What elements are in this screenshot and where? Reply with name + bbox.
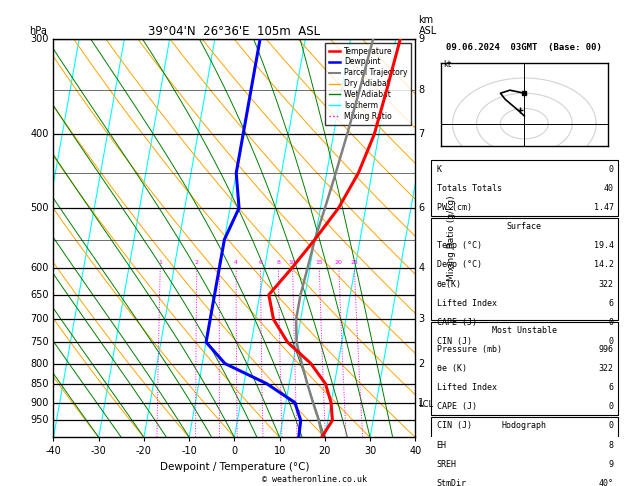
Text: Lifted Index: Lifted Index [437, 383, 497, 392]
Text: 750: 750 [30, 337, 49, 347]
Text: 0: 0 [609, 165, 614, 174]
Text: 400: 400 [31, 129, 49, 139]
Text: Temp (°C): Temp (°C) [437, 242, 482, 250]
Bar [431, 218, 618, 320]
Text: Surface: Surface [507, 222, 542, 231]
Text: 20: 20 [335, 260, 343, 265]
Text: 850: 850 [31, 379, 49, 389]
Text: 9: 9 [609, 460, 614, 469]
Text: Dewp (°C): Dewp (°C) [437, 260, 482, 269]
Text: CAPE (J): CAPE (J) [437, 402, 477, 411]
Text: 900: 900 [31, 398, 49, 408]
Text: 3: 3 [418, 314, 425, 324]
Text: Totals Totals: Totals Totals [437, 184, 502, 193]
Text: hPa: hPa [30, 26, 47, 36]
Text: 800: 800 [31, 359, 49, 368]
Text: 3: 3 [218, 260, 221, 265]
Text: 10: 10 [289, 260, 296, 265]
Text: K: K [437, 165, 442, 174]
Text: 300: 300 [31, 34, 49, 44]
Text: 7: 7 [418, 129, 425, 139]
Text: 40: 40 [604, 184, 614, 193]
Text: 0: 0 [609, 421, 614, 431]
Text: 25: 25 [350, 260, 359, 265]
Text: 322: 322 [599, 279, 614, 289]
Text: 14.2: 14.2 [594, 260, 614, 269]
Text: 1.47: 1.47 [594, 204, 614, 212]
Text: 2: 2 [418, 359, 425, 368]
Text: 8: 8 [609, 441, 614, 450]
Text: StmDir: StmDir [437, 479, 467, 486]
Text: Most Unstable: Most Unstable [492, 326, 557, 335]
Text: 650: 650 [31, 290, 49, 300]
Text: 1: 1 [159, 260, 162, 265]
Text: 0: 0 [609, 318, 614, 327]
Text: CIN (J): CIN (J) [437, 337, 472, 346]
Text: 6: 6 [259, 260, 262, 265]
Text: 6: 6 [609, 299, 614, 308]
Text: © weatheronline.co.uk: © weatheronline.co.uk [262, 474, 367, 484]
X-axis label: Dewpoint / Temperature (°C): Dewpoint / Temperature (°C) [160, 462, 309, 472]
Text: 09.06.2024  03GMT  (Base: 00): 09.06.2024 03GMT (Base: 00) [447, 43, 603, 52]
Text: 500: 500 [31, 203, 49, 213]
Text: LCL: LCL [418, 400, 433, 409]
Text: 19.4: 19.4 [594, 242, 614, 250]
Text: θe (K): θe (K) [437, 364, 467, 373]
Text: Mixing Ratio (g/kg): Mixing Ratio (g/kg) [447, 195, 456, 281]
Text: 9: 9 [418, 34, 425, 44]
Text: Pressure (mb): Pressure (mb) [437, 345, 502, 354]
Text: 6: 6 [418, 203, 425, 213]
Text: Lifted Index: Lifted Index [437, 299, 497, 308]
Text: 700: 700 [31, 314, 49, 324]
Text: 4: 4 [234, 260, 238, 265]
Text: 996: 996 [599, 345, 614, 354]
Text: 2: 2 [195, 260, 199, 265]
Text: km
ASL: km ASL [418, 15, 437, 36]
Text: θe(K): θe(K) [437, 279, 462, 289]
Text: CIN (J): CIN (J) [437, 421, 472, 431]
Bar [431, 160, 618, 216]
Text: 950: 950 [31, 416, 49, 425]
Text: 4: 4 [418, 263, 425, 273]
Text: 8: 8 [277, 260, 281, 265]
Text: 8: 8 [418, 85, 425, 95]
Text: EH: EH [437, 441, 447, 450]
Title: 39°04'N  26°36'E  105m  ASL: 39°04'N 26°36'E 105m ASL [148, 25, 320, 38]
Bar [431, 417, 618, 486]
Text: 15: 15 [316, 260, 323, 265]
Text: 1: 1 [418, 398, 425, 408]
Legend: Temperature, Dewpoint, Parcel Trajectory, Dry Adiabat, Wet Adiabat, Isotherm, Mi: Temperature, Dewpoint, Parcel Trajectory… [325, 43, 411, 125]
Text: 322: 322 [599, 364, 614, 373]
Text: Hodograph: Hodograph [502, 421, 547, 431]
Text: kt: kt [443, 60, 451, 69]
Text: 0: 0 [609, 337, 614, 346]
Text: CAPE (J): CAPE (J) [437, 318, 477, 327]
Bar [431, 322, 618, 416]
Text: SREH: SREH [437, 460, 457, 469]
Text: 600: 600 [31, 263, 49, 273]
Text: 0: 0 [609, 402, 614, 411]
Text: PW (cm): PW (cm) [437, 204, 472, 212]
Text: 40°: 40° [599, 479, 614, 486]
Text: 6: 6 [609, 383, 614, 392]
